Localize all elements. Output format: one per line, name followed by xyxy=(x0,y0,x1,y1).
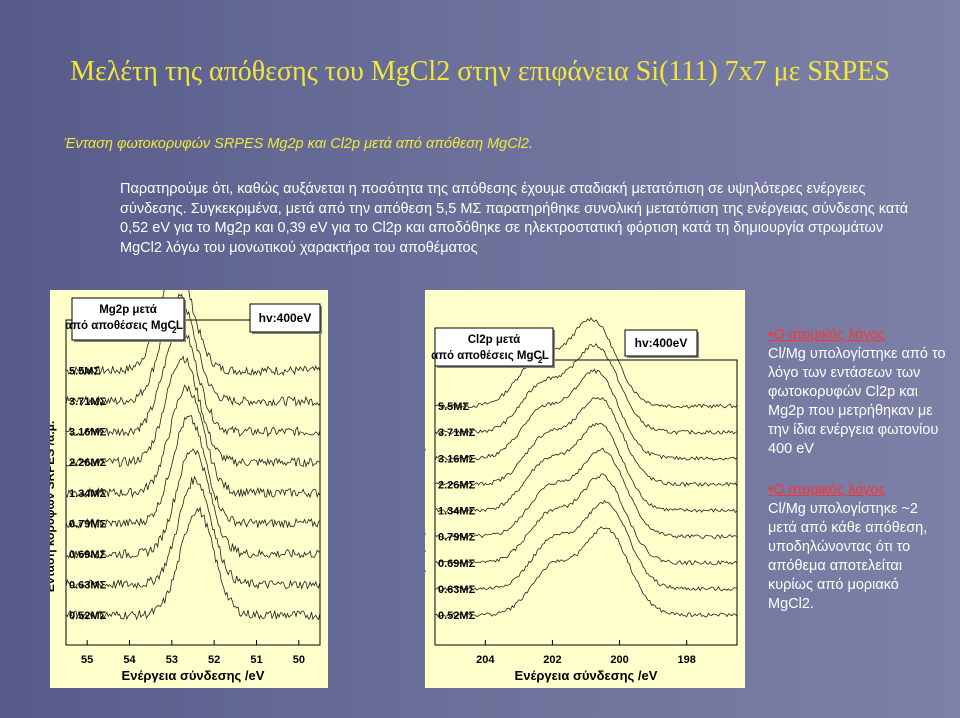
cl-spectrum-line xyxy=(434,447,738,540)
mg-spectrum-line xyxy=(65,448,321,560)
cl-series-label: 0.69ΜΣ xyxy=(438,558,476,570)
note-2: •Ο ατομικός λόγος Cl/Mg υπολογίστηκε ~2 … xyxy=(768,481,948,614)
cl-series-label: 0.63ΜΣ xyxy=(438,584,476,596)
cl-spectrum-line xyxy=(434,396,738,488)
cl-spectrum-line xyxy=(434,499,738,592)
cl-series-label: 3.71ΜΣ xyxy=(438,427,476,439)
slide-title: Μελέτη της απόθεσης του MgCl2 στην επιφά… xyxy=(70,56,890,87)
cl-spectrum-line xyxy=(434,422,738,514)
mg-series-label: 0.63ΜΣ xyxy=(69,579,107,591)
mg-spectrum-line xyxy=(65,415,321,530)
mg-series-label: 5.5ΜΣ xyxy=(69,366,100,378)
mg-spectrum-line xyxy=(65,384,321,499)
mg-x-tick-label: 55 xyxy=(81,654,93,666)
cl-x-tick-label: 200 xyxy=(610,654,628,666)
mg-x-axis-label: Ενέργεια σύνδεσης /eV xyxy=(122,668,265,683)
mg-series-label: 2.26ΜΣ xyxy=(69,457,107,469)
cl-plot-frame xyxy=(434,359,738,646)
cl-spectrum-line xyxy=(434,473,738,566)
mg-hv-box xyxy=(249,303,321,333)
mg-series-label: 0.79ΜΣ xyxy=(69,518,107,530)
cl-spectrum-line xyxy=(434,317,738,409)
mg-spectrum-line xyxy=(65,355,321,469)
cl-series-label: 0.52ΜΣ xyxy=(438,610,476,622)
note-1-text: Cl/Mg υπολογίστηκε από το λόγο των εντάσ… xyxy=(768,346,946,457)
mg-x-tick-label: 54 xyxy=(123,654,136,666)
cl-hv-label: hv:400eV xyxy=(635,336,688,350)
mg-spectrum-line xyxy=(65,506,321,621)
cl-x-tick-label: 198 xyxy=(677,654,695,666)
cl-series-label: 5.5ΜΣ xyxy=(438,401,469,413)
notes: •Ο ατομικός λόγος Cl/Mg υπολογίστηκε από… xyxy=(768,326,948,636)
mg-x-tick-label: 51 xyxy=(250,654,262,666)
mg-series-label: 0.52ΜΣ xyxy=(69,610,107,622)
mg-legend-line-1: Mg2p μετά xyxy=(99,304,157,316)
mg-legend-box xyxy=(71,297,185,341)
mg-legend-subscript: 2 xyxy=(172,326,177,335)
cl-spectrum-line xyxy=(434,526,738,618)
note-1: •Ο ατομικός λόγος Cl/Mg υπολογίστηκε από… xyxy=(768,326,948,459)
description-paragraph: Παρατηρούμε ότι, καθώς αυξάνεται η ποσότ… xyxy=(120,180,920,258)
cl-legend-box xyxy=(434,327,554,367)
cl-x-tick-label: 202 xyxy=(543,654,561,666)
mg-x-tick-label: 52 xyxy=(208,654,220,666)
mg-spectrum-line xyxy=(65,323,321,438)
cl-series-label: 3.16ΜΣ xyxy=(438,453,476,465)
cl-y-axis-label: Ένταση κορυφών SRPES /α.μ. xyxy=(425,441,426,615)
cl-spectrum-line xyxy=(434,368,738,461)
note-2-head: •Ο ατομικός λόγος xyxy=(768,482,886,498)
cl2p-chart-panel: 204 202 200 198 Ενέργεια σύνδεσης /eV Ένταση … xyxy=(425,290,745,688)
note-2-text: Cl/Mg υπολογίστηκε ~2 μετά από κάθε απόθ… xyxy=(768,501,928,612)
note-1-head: •Ο ατομικός λόγος xyxy=(768,327,886,343)
cl-hv-box xyxy=(624,329,698,357)
cl-series-label: 1.34ΜΣ xyxy=(438,506,476,518)
mg2p-chart-panel: 55 54 53 52 51 50 Ενέργεια σύνδεσης /eV Ένταση … xyxy=(50,290,328,688)
mg-series-label: 1.34ΜΣ xyxy=(69,488,107,500)
cl-legend-line-2: από αποθέσεις MgCL xyxy=(431,350,549,362)
mg-spectrum-line xyxy=(65,290,321,377)
mg-series-label: 0.69ΜΣ xyxy=(69,549,107,561)
mg-spectrum-line xyxy=(65,475,321,590)
mg-series-label: 3.16ΜΣ xyxy=(69,427,107,439)
mg-hv-label: hv:400eV xyxy=(259,311,312,325)
cl-x-tick-label: 204 xyxy=(476,654,495,666)
mg-legend-line-2: από αποθέσεις MgCL xyxy=(65,320,183,332)
cl-spectrum-line xyxy=(434,343,738,435)
mg2p-chart: 55 54 53 52 51 50 Ενέργεια σύνδεσης /eV Ένταση … xyxy=(50,290,322,683)
mg-y-axis-label: Ένταση κορυφών SRPES /α.μ. xyxy=(50,421,57,595)
cl-series-label: 0.79ΜΣ xyxy=(438,532,476,544)
cl-series-label: 2.26ΜΣ xyxy=(438,479,476,491)
paragraph-text: Παρατηρούμε ότι, καθώς αυξάνεται η ποσότ… xyxy=(120,181,909,256)
mg-series-label: 3.71ΜΣ xyxy=(69,396,107,408)
cl2p-chart: 204 202 200 198 Ενέργεια σύνδεσης /eV Ένταση … xyxy=(425,317,738,683)
mg-x-tick-label: 50 xyxy=(293,654,305,666)
mg-plot-frame xyxy=(65,319,321,646)
mg-x-tick-label: 53 xyxy=(166,654,178,666)
mg-spectrum-line xyxy=(65,293,321,408)
cl-legend-line-1: Cl2p μετά xyxy=(468,334,521,346)
cl-x-axis-label: Ενέργεια σύνδεσης /eV xyxy=(515,668,658,683)
slide-subtitle: Ένταση φωτοκορυφών SRPES Mg2p και Cl2p μ… xyxy=(64,136,534,152)
cl-legend-subscript: 2 xyxy=(538,356,543,365)
